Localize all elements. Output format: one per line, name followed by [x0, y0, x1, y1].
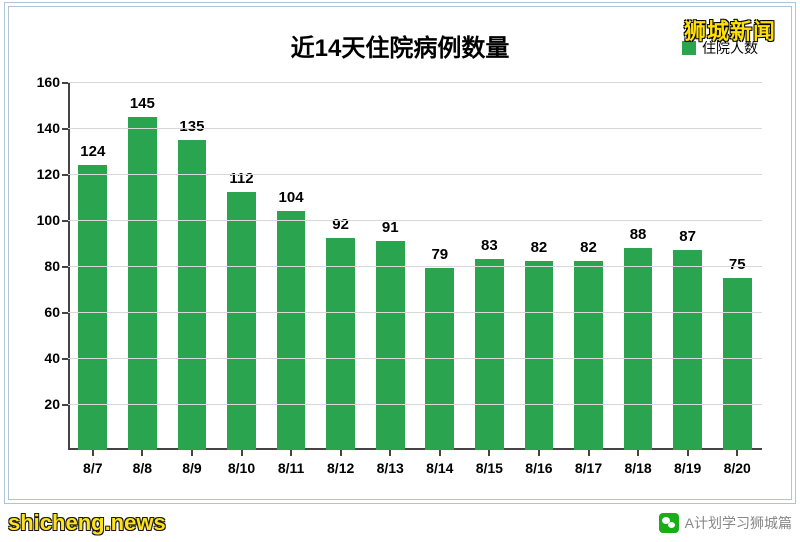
x-tick-mark — [241, 450, 243, 456]
bar: 82 — [574, 261, 603, 450]
watermark-bottom-right-text: A计划学习狮城篇 — [685, 513, 792, 533]
bar-value-label: 75 — [723, 256, 752, 273]
grid-line — [68, 358, 762, 359]
bar-value-label: 83 — [475, 237, 504, 254]
y-tick-label: 140 — [37, 120, 60, 136]
y-tick-mark — [62, 266, 68, 268]
chart-container: 近14天住院病例数量 住院人数 狮城新闻 2040608010012014016… — [14, 12, 786, 494]
y-tick-mark — [62, 358, 68, 360]
bar: 83 — [475, 259, 504, 450]
bar: 112 — [227, 192, 256, 450]
x-tick-mark — [637, 450, 639, 456]
bar-value-label: 145 — [128, 95, 157, 112]
grid-line — [68, 128, 762, 129]
bar: 124 — [78, 165, 107, 450]
y-tick-label: 80 — [44, 258, 60, 274]
x-tick-mark — [340, 450, 342, 456]
y-tick-label: 20 — [44, 396, 60, 412]
x-tick-mark — [588, 450, 590, 456]
bar: 75 — [723, 278, 752, 451]
y-tick-mark — [62, 312, 68, 314]
watermark-bottom-left: shicheng.news — [8, 510, 166, 536]
x-tick-mark — [538, 450, 540, 456]
x-tick-label: 8/11 — [278, 460, 304, 476]
x-tick-label: 8/14 — [426, 460, 453, 476]
chart-title: 近14天住院病例数量 — [14, 28, 786, 63]
watermark-top-right: 狮城新闻 — [684, 14, 776, 46]
bar-value-label: 124 — [78, 143, 107, 160]
wechat-icon — [659, 513, 679, 533]
bar-value-label: 87 — [673, 228, 702, 245]
x-tick-label: 8/9 — [182, 460, 201, 476]
grid-line — [68, 266, 762, 267]
x-tick-mark — [389, 450, 391, 456]
x-tick-label: 8/20 — [724, 460, 751, 476]
bar-value-label: 91 — [376, 219, 405, 236]
x-tick-mark — [488, 450, 490, 456]
y-axis: 20406080100120140160 — [14, 82, 68, 450]
bar: 145 — [128, 117, 157, 451]
x-tick-label: 8/19 — [674, 460, 701, 476]
x-tick-mark — [92, 450, 94, 456]
x-tick-label: 8/10 — [228, 460, 255, 476]
x-tick-label: 8/17 — [575, 460, 602, 476]
bar-value-label: 104 — [277, 189, 306, 206]
x-tick-mark — [191, 450, 193, 456]
y-tick-mark — [62, 128, 68, 130]
y-tick-mark — [62, 404, 68, 406]
x-tick-label: 8/15 — [476, 460, 503, 476]
y-tick-label: 60 — [44, 304, 60, 320]
y-tick-mark — [62, 174, 68, 176]
plot-area: 1248/71458/81358/91128/101048/11928/1291… — [68, 82, 762, 450]
x-tick-label: 8/7 — [83, 460, 102, 476]
x-tick-mark — [736, 450, 738, 456]
y-tick-label: 120 — [37, 166, 60, 182]
bar-value-label: 82 — [525, 239, 554, 256]
bar-value-label: 79 — [425, 246, 454, 263]
y-tick-mark — [62, 82, 68, 84]
grid-line — [68, 312, 762, 313]
bar: 79 — [425, 268, 454, 450]
y-tick-label: 40 — [44, 350, 60, 366]
bar-value-label: 135 — [178, 118, 207, 135]
bar-value-label: 92 — [326, 216, 355, 233]
bar-value-label: 82 — [574, 239, 603, 256]
x-tick-mark — [141, 450, 143, 456]
grid-line — [68, 82, 762, 83]
bar: 92 — [326, 238, 355, 450]
bar: 88 — [624, 248, 653, 450]
y-tick-label: 100 — [37, 212, 60, 228]
grid-line — [68, 174, 762, 175]
bar-value-label: 88 — [624, 226, 653, 243]
watermark-bottom-right: A计划学习狮城篇 — [659, 513, 792, 533]
y-tick-mark — [62, 220, 68, 222]
x-tick-label: 8/18 — [624, 460, 651, 476]
grid-line — [68, 220, 762, 221]
grid-line — [68, 404, 762, 405]
footer: shicheng.news A计划学习狮城篇 — [0, 504, 800, 542]
bar-value-label: 112 — [227, 170, 256, 187]
bar: 91 — [376, 241, 405, 450]
x-tick-label: 8/12 — [327, 460, 354, 476]
x-tick-label: 8/13 — [377, 460, 404, 476]
x-tick-label: 8/16 — [525, 460, 552, 476]
x-tick-mark — [290, 450, 292, 456]
bar: 82 — [525, 261, 554, 450]
x-tick-mark — [687, 450, 689, 456]
bar: 104 — [277, 211, 306, 450]
x-tick-mark — [439, 450, 441, 456]
x-tick-label: 8/8 — [133, 460, 152, 476]
y-tick-label: 160 — [37, 74, 60, 90]
bar: 87 — [673, 250, 702, 450]
